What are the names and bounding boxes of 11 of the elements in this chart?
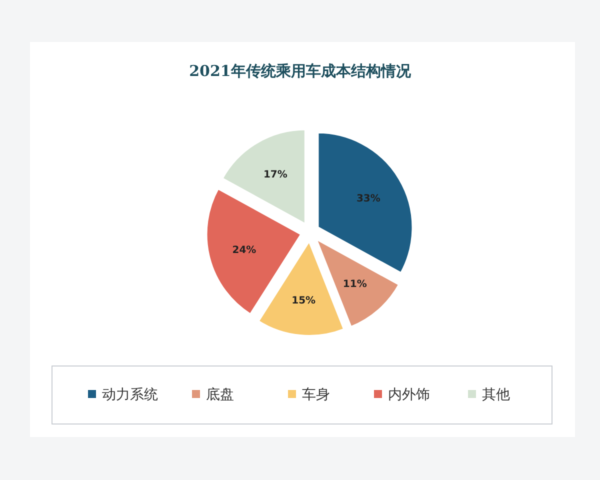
data-label: 33% <box>356 193 380 204</box>
data-label: 11% <box>342 278 367 290</box>
chart-title: 2021年传统乘用车成本结构情况 <box>189 62 412 80</box>
data-label: 15% <box>292 296 316 307</box>
data-label: 17% <box>263 170 288 181</box>
legend-label: 车身 <box>302 387 330 403</box>
legend-label: 底盘 <box>206 387 234 403</box>
legend-label: 内外饰 <box>388 387 430 403</box>
data-label: 24% <box>232 244 256 256</box>
legend-label: 其他 <box>482 387 510 403</box>
legend-label: 动力系统 <box>102 387 158 403</box>
